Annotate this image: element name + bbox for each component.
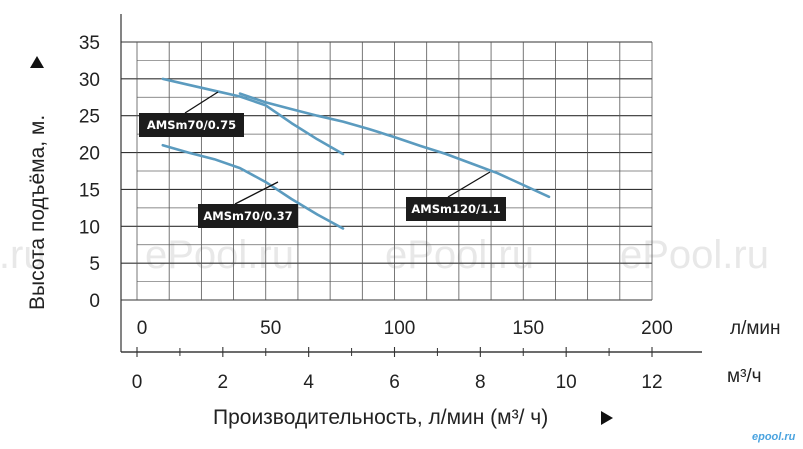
brand-logo: epool.ru [752,431,796,443]
x-tick-label-lpm: 0 [137,318,148,339]
watermark-layer: l.ru ePool.ru ePool.ru ePool.ru [0,233,769,277]
y-tick-label: 0 [89,291,100,312]
x-tick-labels-m3h: 0 2 4 6 8 10 12 [132,372,663,393]
x-tick-label-lpm: 200 [641,318,673,339]
x-tick-label-lpm: 100 [384,318,416,339]
watermark-text: ePool.ru [620,233,769,277]
x-unit-primary: л/мин [730,318,781,339]
plot-grid [121,41,653,301]
series-label: AMSm70/0.37 [203,209,292,223]
x-axis-title: Производительность, л/мин (м³/ ч) [213,406,548,429]
y-tick-label: 35 [79,33,100,54]
x-tick-labels-lpm: 0 50 100 150 200 [137,318,673,339]
y-tick-label: 25 [79,107,100,128]
series-label-box [406,197,506,221]
x-tick-label-m3h: 8 [475,372,486,393]
series-line [161,77,345,156]
series-label: AMSm120/1.1 [411,202,500,216]
series-line [238,92,551,199]
x-tick-label-lpm: 50 [260,318,281,339]
x-tick-label-lpm: 150 [512,318,544,339]
y-tick-label: 5 [89,254,100,275]
series-layer [161,77,551,230]
series-label-leader [447,171,491,198]
watermark-text: l.ru [0,233,46,277]
series-label-leader [184,91,219,114]
y-tick-label: 15 [79,180,100,201]
x-tick-label-m3h: 0 [132,372,143,393]
x-tick-label-m3h: 2 [218,372,229,393]
y-axis-title: Высота подъёма, м. [26,115,49,310]
x-axis-arrow-icon [601,411,613,425]
y-tick-label: 10 [79,217,100,238]
series-label-layer: AMSm70/0.75 AMSm70/0.37 AMSm120/1.1 [139,91,506,228]
y-axis-arrow-icon [30,56,44,68]
series-label-box [139,113,244,137]
x-tick-label-m3h: 12 [641,372,662,393]
series-label: AMSm70/0.75 [147,118,236,132]
watermark-text: ePool.ru [385,233,534,277]
x-tick-label-m3h: 6 [389,372,400,393]
secondary-x-axis [121,347,702,357]
y-tick-label: 30 [79,70,100,91]
x-unit-secondary: м³/ч [727,366,762,387]
series-label-box [198,204,298,228]
x-tick-label-m3h: 10 [556,372,577,393]
x-tick-label-m3h: 4 [303,372,314,393]
watermark-text: ePool.ru [145,233,294,277]
plot-frame [120,14,702,353]
series-line [161,143,345,230]
y-tick-label: 20 [79,144,100,165]
series-label-leader [234,181,279,205]
y-tick-labels: 0 5 10 15 20 25 30 35 [79,33,100,312]
